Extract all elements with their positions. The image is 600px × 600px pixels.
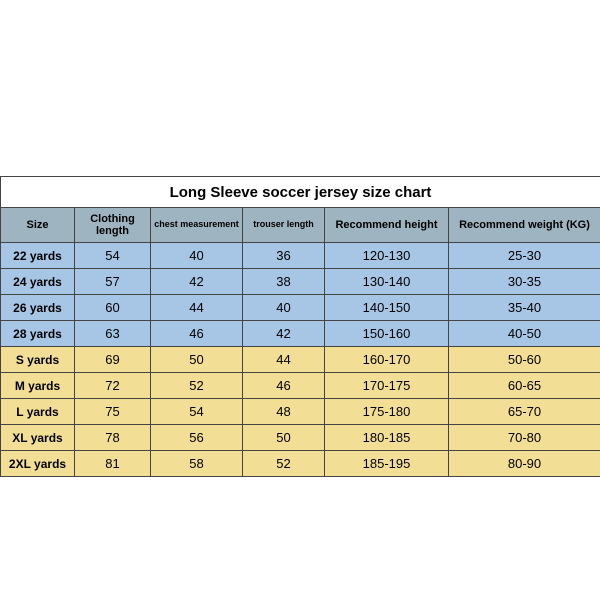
cell-size: 28 yards [1, 321, 75, 347]
title-row: Long Sleeve soccer jersey size chart [1, 177, 600, 208]
table-title: Long Sleeve soccer jersey size chart [1, 177, 600, 208]
cell-clothing_length: 81 [75, 451, 151, 477]
cell-clothing_length: 60 [75, 295, 151, 321]
cell-clothing_length: 78 [75, 425, 151, 451]
cell-trouser_length: 44 [243, 347, 325, 373]
header-row: SizeClothing lengthchest measurementtrou… [1, 208, 600, 243]
cell-clothing_length: 54 [75, 243, 151, 269]
table-row: XL yards785650180-18570-80 [1, 425, 600, 451]
size-chart-table: Long Sleeve soccer jersey size chart Siz… [0, 176, 600, 477]
cell-trouser_length: 36 [243, 243, 325, 269]
cell-rec_weight: 40-50 [449, 321, 600, 347]
col-header-clothing_length: Clothing length [75, 208, 151, 243]
cell-rec_height: 120-130 [325, 243, 449, 269]
cell-rec_weight: 35-40 [449, 295, 600, 321]
cell-size: 2XL yards [1, 451, 75, 477]
table-row: 26 yards604440140-15035-40 [1, 295, 600, 321]
cell-rec_weight: 65-70 [449, 399, 600, 425]
col-header-rec_height: Recommend height [325, 208, 449, 243]
cell-trouser_length: 38 [243, 269, 325, 295]
cell-rec_height: 170-175 [325, 373, 449, 399]
cell-trouser_length: 40 [243, 295, 325, 321]
cell-rec_height: 180-185 [325, 425, 449, 451]
cell-size: 26 yards [1, 295, 75, 321]
cell-chest: 56 [151, 425, 243, 451]
table-body: 22 yards544036120-13025-3024 yards574238… [1, 243, 600, 477]
cell-chest: 44 [151, 295, 243, 321]
cell-rec_weight: 70-80 [449, 425, 600, 451]
cell-rec_weight: 25-30 [449, 243, 600, 269]
cell-trouser_length: 46 [243, 373, 325, 399]
cell-trouser_length: 42 [243, 321, 325, 347]
cell-size: L yards [1, 399, 75, 425]
col-header-chest: chest measurement [151, 208, 243, 243]
cell-rec_weight: 30-35 [449, 269, 600, 295]
cell-rec_weight: 60-65 [449, 373, 600, 399]
col-header-rec_weight: Recommend weight (KG) [449, 208, 600, 243]
table-row: 24 yards574238130-14030-35 [1, 269, 600, 295]
cell-clothing_length: 72 [75, 373, 151, 399]
cell-chest: 54 [151, 399, 243, 425]
cell-clothing_length: 69 [75, 347, 151, 373]
cell-size: 24 yards [1, 269, 75, 295]
cell-chest: 50 [151, 347, 243, 373]
cell-clothing_length: 57 [75, 269, 151, 295]
table-row: 2XL yards815852185-19580-90 [1, 451, 600, 477]
cell-rec_height: 175-180 [325, 399, 449, 425]
cell-chest: 42 [151, 269, 243, 295]
cell-trouser_length: 50 [243, 425, 325, 451]
cell-size: XL yards [1, 425, 75, 451]
cell-rec_weight: 50-60 [449, 347, 600, 373]
cell-rec_height: 185-195 [325, 451, 449, 477]
cell-trouser_length: 48 [243, 399, 325, 425]
cell-rec_weight: 80-90 [449, 451, 600, 477]
table-row: S yards695044160-17050-60 [1, 347, 600, 373]
table-row: 22 yards544036120-13025-30 [1, 243, 600, 269]
cell-trouser_length: 52 [243, 451, 325, 477]
cell-size: M yards [1, 373, 75, 399]
cell-chest: 46 [151, 321, 243, 347]
col-header-trouser_length: trouser length [243, 208, 325, 243]
cell-rec_height: 140-150 [325, 295, 449, 321]
cell-chest: 40 [151, 243, 243, 269]
table-row: M yards725246170-17560-65 [1, 373, 600, 399]
table-row: L yards755448175-18065-70 [1, 399, 600, 425]
cell-rec_height: 160-170 [325, 347, 449, 373]
cell-chest: 58 [151, 451, 243, 477]
cell-clothing_length: 63 [75, 321, 151, 347]
cell-clothing_length: 75 [75, 399, 151, 425]
col-header-size: Size [1, 208, 75, 243]
cell-chest: 52 [151, 373, 243, 399]
table-row: 28 yards634642150-16040-50 [1, 321, 600, 347]
cell-rec_height: 150-160 [325, 321, 449, 347]
cell-size: S yards [1, 347, 75, 373]
table-head: Long Sleeve soccer jersey size chart Siz… [1, 177, 600, 243]
cell-size: 22 yards [1, 243, 75, 269]
cell-rec_height: 130-140 [325, 269, 449, 295]
